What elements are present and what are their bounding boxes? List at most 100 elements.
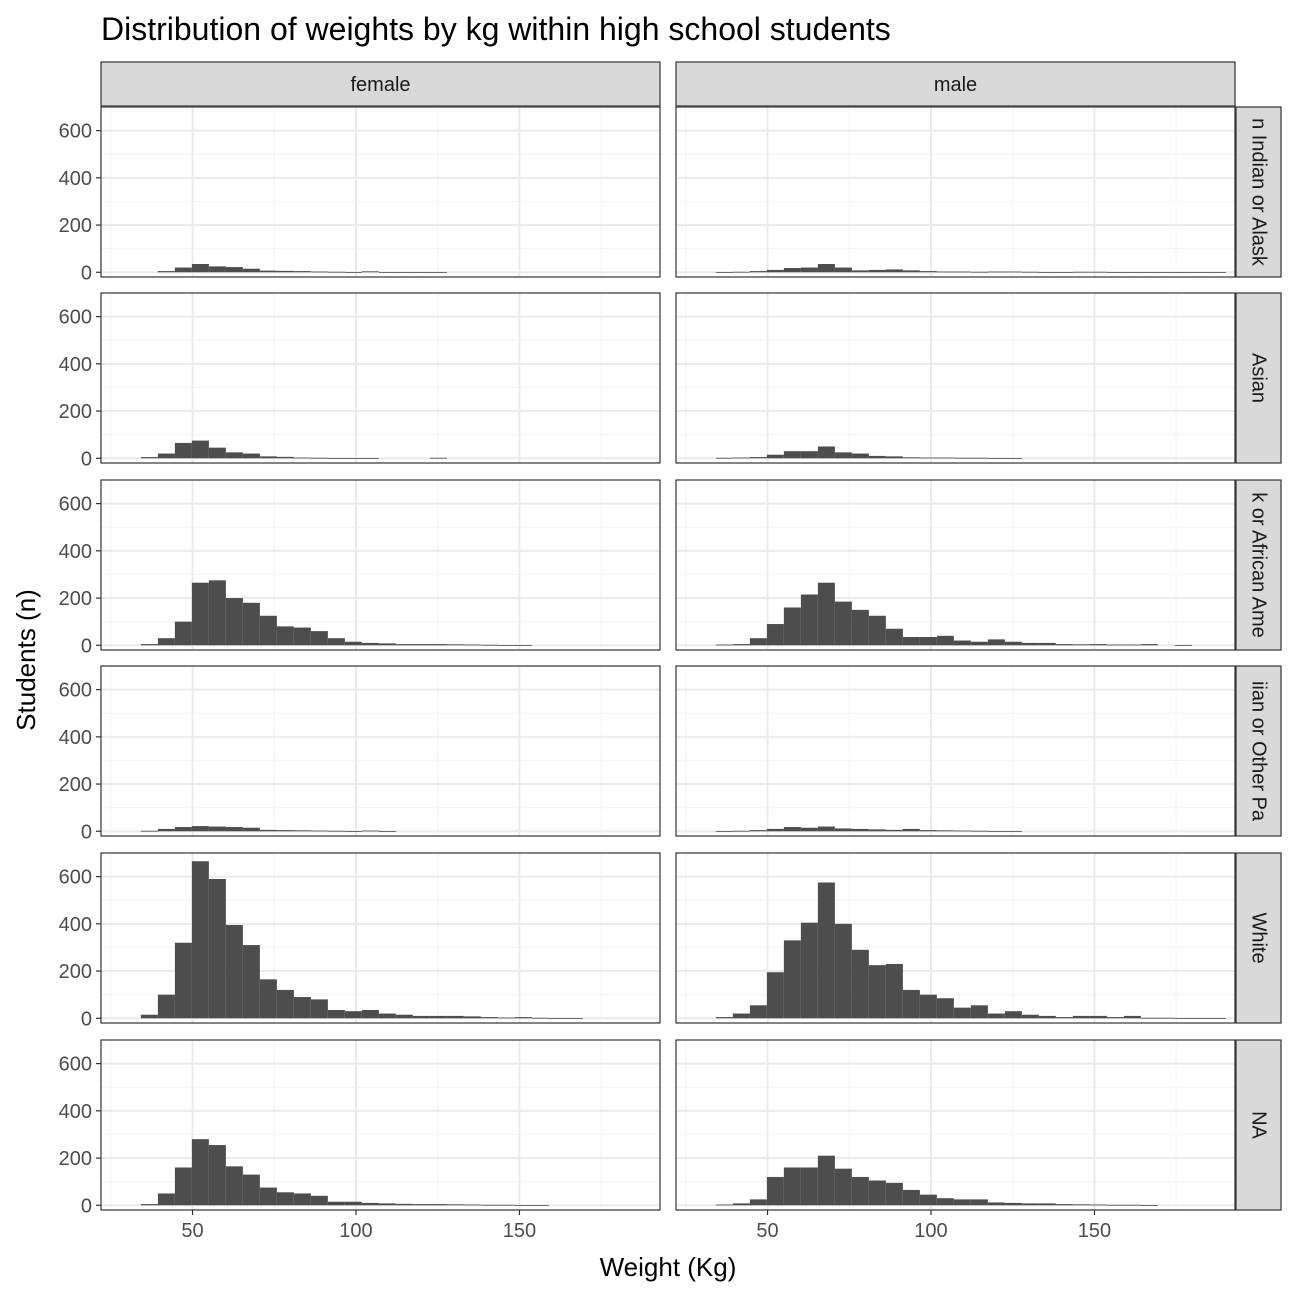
histogram-bar: [361, 271, 379, 273]
panel-border: [100, 106, 661, 278]
histogram-bar: [868, 829, 886, 832]
histogram-bar: [225, 925, 243, 1019]
histogram-bar: [970, 457, 988, 459]
histogram-bar: [1140, 272, 1158, 273]
histogram-bar: [834, 923, 852, 1019]
histogram-bar: [225, 598, 243, 646]
histogram-bar: [157, 994, 175, 1019]
histogram-bar: [293, 830, 311, 832]
histogram-bar: [953, 271, 971, 273]
histogram-bar: [446, 1015, 464, 1019]
column-strip-female: [100, 61, 661, 107]
histogram-bar: [1021, 642, 1039, 646]
histogram-bar: [412, 644, 430, 646]
histogram-bar: [936, 1198, 954, 1206]
histogram-bar: [766, 454, 784, 459]
y-tick-label: 400: [59, 914, 92, 936]
histogram-bar: [327, 830, 345, 832]
histogram-bar: [1140, 1205, 1158, 1206]
histogram-bar: [140, 457, 158, 459]
histogram-bar: [225, 827, 243, 832]
histogram-bar: [1174, 645, 1192, 646]
histogram-bar: [783, 940, 801, 1019]
y-tick-label: 400: [59, 168, 92, 190]
histogram-bar: [766, 624, 784, 646]
histogram-bar: [208, 826, 226, 832]
panel-white-male: [675, 852, 1236, 1024]
histogram-bar: [834, 828, 852, 832]
histogram-bar: [242, 945, 260, 1019]
histogram-bar: [715, 644, 733, 646]
histogram-bar: [970, 271, 988, 273]
panel-k-or-african-ame-male: [675, 479, 1236, 651]
histogram-bar: [1072, 1204, 1090, 1206]
histogram-bar: [293, 997, 311, 1019]
histogram-bar: [208, 447, 226, 459]
row-strip-asian: [1235, 292, 1282, 464]
histogram-bar: [140, 1014, 158, 1019]
histogram-bar: [1021, 1014, 1039, 1019]
panel-border: [675, 479, 1236, 651]
histogram-bar: [174, 1167, 192, 1206]
histogram-bar: [851, 270, 869, 273]
histogram-bar: [310, 631, 328, 646]
y-tick-label: 0: [81, 635, 92, 657]
histogram-bar: [497, 1017, 515, 1019]
histogram-bar: [783, 268, 801, 273]
histogram-bar: [1072, 271, 1090, 273]
histogram-bar: [327, 271, 345, 273]
histogram-bar: [1004, 831, 1022, 832]
histogram-bar: [157, 1193, 175, 1206]
histogram-bar: [242, 453, 260, 459]
histogram-bar: [953, 830, 971, 832]
histogram-bar: [851, 453, 869, 459]
histogram-bar: [902, 637, 920, 646]
panel-border: [675, 665, 1236, 837]
histogram-bar: [140, 644, 158, 646]
y-tick-label: 0: [81, 262, 92, 284]
x-tick-label: 150: [1078, 1220, 1111, 1242]
histogram-bar: [1157, 272, 1175, 273]
histogram-bar: [783, 607, 801, 646]
histogram-bar: [749, 638, 767, 646]
histogram-bar: [1089, 271, 1107, 273]
histogram-bar: [919, 271, 937, 273]
histogram-bar: [800, 594, 818, 646]
row-strip-label-group: NA: [1248, 1111, 1270, 1139]
histogram-bar: [344, 641, 362, 646]
histogram-bar: [902, 828, 920, 832]
panel-iian-or-other-pa-male: [675, 665, 1236, 837]
y-tick-label: 0: [81, 1195, 92, 1217]
histogram-bar: [344, 1201, 362, 1206]
histogram-bar: [1004, 271, 1022, 273]
histogram-bar: [310, 1195, 328, 1206]
histogram-bar: [344, 831, 362, 832]
histogram-bar: [412, 1204, 430, 1206]
row-strip-label-k-or-african-ame: k or African Ame: [1248, 492, 1270, 638]
panel-border: [100, 292, 661, 464]
histogram-bar: [970, 830, 988, 832]
histogram-bar: [1123, 1204, 1141, 1206]
histogram-bar: [987, 458, 1005, 459]
histogram-bar: [1191, 272, 1209, 273]
y-tick-label: 200: [59, 215, 92, 237]
row-strip-label-group: n Indian or Alask: [1248, 118, 1270, 267]
histogram-bar: [1089, 1204, 1107, 1206]
y-axis-title: Students (n): [11, 589, 41, 731]
histogram-bar: [310, 271, 328, 273]
histogram-bar: [1106, 1204, 1124, 1206]
histogram-bar: [157, 828, 175, 832]
histogram-bar: [429, 644, 447, 646]
histogram-bar: [378, 272, 396, 273]
histogram-bar: [902, 1189, 920, 1206]
y-tick-label: 600: [59, 1054, 92, 1076]
histogram-bar: [344, 1011, 362, 1019]
row-strip-k-or-african-ame: [1235, 479, 1282, 651]
histogram-bar: [715, 457, 733, 459]
histogram-bar: [817, 1155, 835, 1206]
histogram-bar: [1072, 1015, 1090, 1019]
histogram-bar: [817, 582, 835, 646]
histogram-bar: [208, 266, 226, 273]
histogram-bar: [987, 1202, 1005, 1206]
